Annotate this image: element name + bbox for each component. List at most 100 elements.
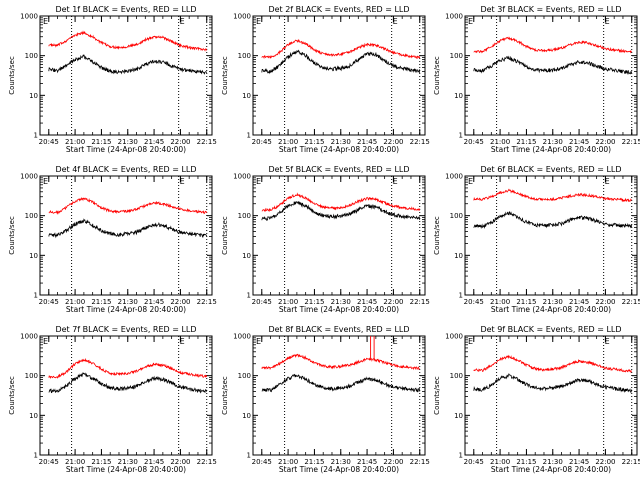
x-tick-label: 22:00 [170, 298, 190, 306]
panel-title: Det 9f BLACK = Events, RED = LLD [480, 325, 621, 334]
y-tick-label: 1 [34, 132, 38, 140]
y-tick-label: 100 [25, 212, 38, 220]
x-tick-label: 21:45 [569, 298, 589, 306]
x-tick-label: 20:45 [39, 458, 59, 466]
x-tick-label: 22:15 [410, 298, 430, 306]
series-red-lld [473, 36, 632, 54]
plot-frame [252, 15, 426, 136]
x-tick-label: 21:15 [516, 138, 536, 146]
panel-title: Det 8f BLACK = Events, RED = LLD [268, 325, 409, 334]
panel-title: Det 3f BLACK = Events, RED = LLD [480, 5, 621, 14]
panel-det-8: Det 8f BLACK = Events, RED = LLD 1 10 100 10… [221, 325, 430, 474]
x-tick-label: 21:30 [331, 138, 351, 146]
x-tick-label: 21:00 [490, 298, 510, 306]
y-tick-label: 1000 [445, 13, 463, 21]
panel-title: Det 1f BLACK = Events, RED = LLD [55, 5, 196, 14]
plot-frame [464, 15, 638, 136]
e-marker: E [180, 17, 185, 26]
panel-det-1: Det 1f BLACK = Events, RED = LLD 1 10 100 10… [8, 5, 217, 154]
x-tick-label: 21:15 [91, 298, 111, 306]
series-black-events [48, 218, 208, 239]
x-tick-label: 21:00 [65, 458, 85, 466]
y-tick-label: 10 [29, 92, 38, 100]
y-tick-label: 10 [242, 252, 251, 260]
y-tick-label: 1 [459, 132, 463, 140]
x-tick-label: 21:30 [118, 138, 138, 146]
x-tick-label: 22:15 [622, 138, 640, 146]
x-tick-label: 22:00 [595, 458, 615, 466]
y-axis-label: Counts/sec [433, 56, 441, 95]
x-tick-label: 21:00 [490, 138, 510, 146]
y-tick-label: 10 [454, 252, 463, 260]
y-tick-label: 1000 [445, 333, 463, 341]
x-tick-label: 20:45 [252, 458, 272, 466]
e-marker: E [393, 17, 398, 26]
x-axis-label: Start Time (24-Apr-08 20:40:00) [279, 465, 399, 474]
x-tick-label: 21:30 [331, 298, 351, 306]
y-axis-label: Counts/sec [433, 376, 441, 415]
y-tick-label: 1 [247, 132, 251, 140]
e-marker: E [180, 177, 185, 186]
series-black-events [48, 371, 208, 394]
series-black-events [473, 211, 633, 229]
plot-frame [464, 335, 638, 456]
e-marker: E [393, 337, 398, 346]
panel-det-6: Det 6f BLACK = Events, RED = LLD 1 10 100 10… [433, 165, 640, 314]
x-axis-label: Start Time (24-Apr-08 20:40:00) [491, 305, 611, 314]
x-tick-label: 21:15 [91, 138, 111, 146]
series-red-lld [48, 357, 208, 379]
series-red-lld [473, 188, 632, 203]
x-axis-label: Start Time (24-Apr-08 20:40:00) [66, 465, 186, 474]
x-tick-label: 22:00 [170, 458, 190, 466]
x-tick-label: 21:45 [357, 458, 377, 466]
e-marker: E [43, 17, 48, 26]
x-tick-label: 21:00 [65, 298, 85, 306]
e-marker: E [180, 337, 185, 346]
x-tick-label: 20:45 [252, 138, 272, 146]
series-black-events [261, 49, 421, 75]
x-tick-label: 22:00 [383, 458, 403, 466]
x-tick-label: 22:00 [383, 138, 403, 146]
y-axis-label: Counts/sec [8, 376, 16, 415]
y-tick-label: 10 [454, 412, 463, 420]
y-tick-label: 100 [450, 52, 463, 60]
x-tick-label: 21:30 [543, 458, 563, 466]
x-tick-label: 22:15 [622, 458, 640, 466]
y-tick-label: 1 [34, 452, 38, 460]
y-tick-label: 1 [247, 452, 251, 460]
panel-det-7: Det 7f BLACK = Events, RED = LLD 1 10 100 10… [8, 325, 217, 474]
e-marker: E [256, 177, 261, 186]
series-red-lld [48, 30, 208, 52]
panel-title: Det 2f BLACK = Events, RED = LLD [268, 5, 409, 14]
x-tick-label: 21:45 [357, 298, 377, 306]
y-axis-label: Counts/sec [8, 56, 16, 95]
x-tick-label: 21:15 [304, 458, 324, 466]
x-tick-label: 21:15 [304, 298, 324, 306]
x-tick-label: 21:45 [144, 458, 164, 466]
e-marker: E [256, 17, 261, 26]
x-axis-label: Start Time (24-Apr-08 20:40:00) [66, 305, 186, 314]
x-tick-label: 20:45 [39, 298, 59, 306]
x-tick-label: 21:45 [569, 458, 589, 466]
e-marker: E [605, 17, 610, 26]
x-axis-label: Start Time (24-Apr-08 20:40:00) [491, 465, 611, 474]
x-tick-label: 21:45 [569, 138, 589, 146]
y-axis-label: Counts/sec [221, 216, 229, 255]
series-red-lld [48, 196, 208, 215]
x-tick-label: 20:45 [464, 298, 484, 306]
y-tick-label: 10 [242, 92, 251, 100]
y-tick-label: 1000 [445, 173, 463, 181]
x-tick-label: 22:00 [170, 138, 190, 146]
plot-frame [252, 175, 426, 296]
x-tick-label: 21:00 [65, 138, 85, 146]
x-tick-label: 22:15 [197, 458, 217, 466]
y-tick-label: 100 [25, 52, 38, 60]
panel-det-3: Det 3f BLACK = Events, RED = LLD 1 10 100 10… [433, 5, 640, 154]
x-tick-label: 21:45 [357, 138, 377, 146]
series-black-events [473, 373, 633, 394]
series-black-events [261, 373, 421, 393]
x-tick-label: 22:15 [410, 458, 430, 466]
y-tick-label: 100 [238, 372, 251, 380]
e-marker: E [605, 177, 610, 186]
